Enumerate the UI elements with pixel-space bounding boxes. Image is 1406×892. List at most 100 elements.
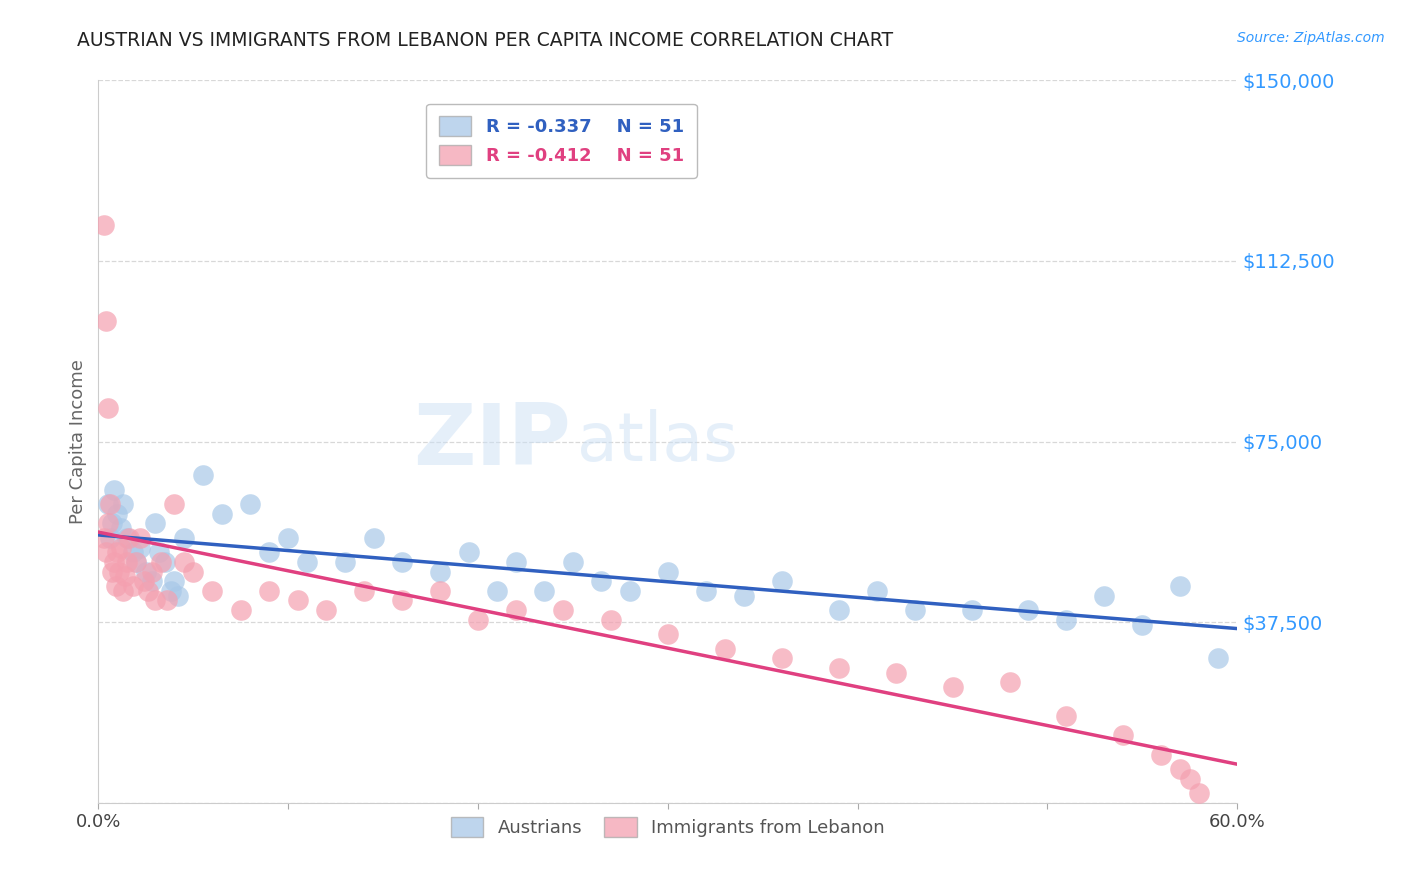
Point: [229, 603, 252, 617]
Legend: Austrians, Immigrants from Lebanon: Austrians, Immigrants from Lebanon: [444, 810, 891, 845]
Point: [93, 218, 115, 232]
Point: [129, 541, 152, 555]
Point: [121, 579, 143, 593]
Point: [98, 497, 121, 511]
Point: [173, 531, 195, 545]
Point: [695, 583, 717, 598]
Point: [107, 507, 129, 521]
Point: [97, 401, 120, 415]
Point: [600, 613, 623, 627]
Point: [1170, 579, 1192, 593]
Point: [115, 555, 138, 569]
Point: [156, 593, 179, 607]
Point: [467, 613, 489, 627]
Point: [173, 555, 195, 569]
Point: [129, 531, 152, 545]
Point: [1178, 772, 1201, 786]
Point: [107, 545, 129, 559]
Point: [183, 565, 205, 579]
Point: [884, 665, 907, 680]
Point: [98, 531, 121, 545]
Point: [733, 589, 755, 603]
Point: [94, 314, 117, 328]
Point: [110, 541, 132, 555]
Point: [1056, 709, 1078, 723]
Point: [141, 565, 163, 579]
Point: [132, 574, 155, 589]
Point: [1094, 589, 1116, 603]
Point: [259, 583, 281, 598]
Point: [562, 555, 585, 569]
Point: [97, 516, 120, 531]
Point: [457, 545, 479, 559]
Point: [259, 545, 281, 559]
Point: [125, 555, 148, 569]
Point: [163, 497, 186, 511]
Point: [97, 497, 120, 511]
Point: [1188, 786, 1211, 800]
Point: [145, 593, 167, 607]
Point: [619, 583, 641, 598]
Point: [714, 641, 737, 656]
Point: [942, 680, 965, 694]
Point: [104, 579, 127, 593]
Point: [191, 468, 214, 483]
Point: [163, 574, 186, 589]
Point: [108, 565, 131, 579]
Point: [150, 555, 173, 569]
Point: [201, 583, 224, 598]
Point: [1018, 603, 1040, 617]
Point: [153, 555, 176, 569]
Point: [657, 565, 679, 579]
Point: [141, 574, 163, 589]
Point: [591, 574, 613, 589]
Point: [145, 516, 167, 531]
Point: [100, 565, 122, 579]
Point: [866, 583, 889, 598]
Point: [135, 565, 157, 579]
Point: [112, 497, 135, 511]
Point: [429, 583, 451, 598]
Point: [167, 589, 190, 603]
Point: [121, 545, 143, 559]
Point: [553, 603, 575, 617]
Point: [287, 593, 309, 607]
Point: [657, 627, 679, 641]
Point: [100, 516, 122, 531]
Point: [505, 555, 527, 569]
Text: AUSTRIAN VS IMMIGRANTS FROM LEBANON PER CAPITA INCOME CORRELATION CHART: AUSTRIAN VS IMMIGRANTS FROM LEBANON PER …: [77, 31, 893, 50]
Point: [486, 583, 509, 598]
Point: [960, 603, 983, 617]
Point: [1170, 762, 1192, 776]
Point: [1132, 617, 1154, 632]
Point: [114, 569, 136, 583]
Point: [110, 521, 132, 535]
Point: [297, 555, 319, 569]
Point: [159, 583, 181, 598]
Point: [211, 507, 233, 521]
Point: [505, 603, 527, 617]
Point: [112, 583, 135, 598]
Point: [115, 531, 138, 545]
Point: [103, 483, 125, 497]
Point: [770, 574, 793, 589]
Point: [125, 555, 148, 569]
Point: [391, 593, 413, 607]
Point: [770, 651, 793, 665]
Point: [148, 545, 170, 559]
Point: [103, 555, 125, 569]
Text: atlas: atlas: [576, 409, 738, 475]
Point: [391, 555, 413, 569]
Point: [828, 603, 851, 617]
Text: Source: ZipAtlas.com: Source: ZipAtlas.com: [1237, 31, 1385, 45]
Y-axis label: Per Capita Income: Per Capita Income: [69, 359, 87, 524]
Point: [353, 583, 375, 598]
Point: [335, 555, 357, 569]
Point: [94, 545, 117, 559]
Point: [533, 583, 555, 598]
Point: [118, 531, 141, 545]
Point: [429, 565, 451, 579]
Point: [828, 661, 851, 675]
Point: [998, 675, 1021, 690]
Point: [363, 531, 385, 545]
